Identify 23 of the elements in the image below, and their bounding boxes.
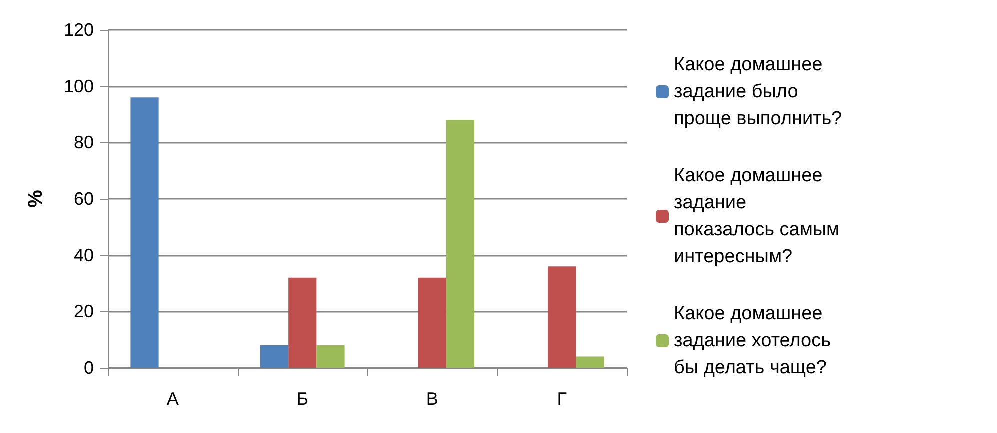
y-tick-label: 0 bbox=[84, 358, 94, 378]
bar bbox=[260, 345, 289, 368]
y-tick-label: 20 bbox=[74, 302, 94, 322]
y-tick-label: 120 bbox=[64, 20, 94, 40]
bar bbox=[316, 345, 345, 368]
y-tick-label: 40 bbox=[74, 245, 94, 266]
y-tick-label: 60 bbox=[74, 189, 94, 209]
bar bbox=[288, 278, 317, 368]
x-tick-label: В bbox=[426, 389, 438, 409]
x-tick-label: А bbox=[166, 389, 179, 409]
legend-label: Какое домашнее задание было проще выполнить? bbox=[674, 54, 842, 130]
y-axis-title: % bbox=[25, 190, 47, 208]
y-tick-label: 100 bbox=[64, 76, 94, 96]
bar bbox=[130, 98, 159, 368]
legend-label: Какое домашнее задание хотелось бы делать чаще? bbox=[674, 304, 836, 378]
x-tick-label: Г bbox=[557, 389, 568, 409]
y-tick-label: 80 bbox=[74, 132, 94, 153]
legend-label: Какое домашнее задание показалось самым интересным? bbox=[674, 166, 845, 268]
bar bbox=[548, 266, 576, 368]
bar bbox=[576, 356, 604, 368]
bar bbox=[418, 278, 446, 368]
x-tick-label: Б bbox=[296, 389, 309, 409]
bar bbox=[446, 120, 475, 368]
